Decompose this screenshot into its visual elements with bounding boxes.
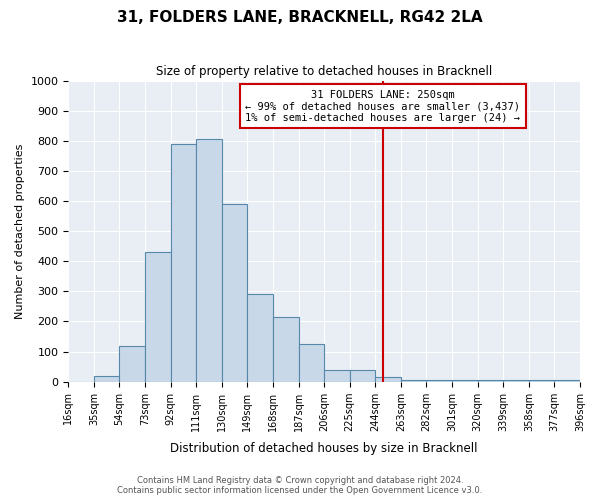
- Bar: [196, 140, 222, 382]
- Bar: [324, 370, 350, 382]
- Bar: [529, 380, 554, 382]
- Bar: [94, 376, 119, 382]
- X-axis label: Distribution of detached houses by size in Bracknell: Distribution of detached houses by size …: [170, 442, 478, 455]
- Bar: [350, 370, 376, 382]
- Bar: [554, 380, 580, 382]
- Bar: [273, 317, 299, 382]
- Bar: [401, 380, 427, 382]
- Text: Contains HM Land Registry data © Crown copyright and database right 2024.
Contai: Contains HM Land Registry data © Crown c…: [118, 476, 482, 495]
- Bar: [247, 294, 273, 382]
- Bar: [222, 204, 247, 382]
- Bar: [170, 144, 196, 382]
- Bar: [119, 346, 145, 382]
- Bar: [299, 344, 324, 382]
- Y-axis label: Number of detached properties: Number of detached properties: [15, 144, 25, 319]
- Text: 31, FOLDERS LANE, BRACKNELL, RG42 2LA: 31, FOLDERS LANE, BRACKNELL, RG42 2LA: [117, 10, 483, 25]
- Bar: [145, 252, 170, 382]
- Bar: [376, 377, 401, 382]
- Bar: [503, 380, 529, 382]
- Bar: [452, 380, 478, 382]
- Bar: [427, 380, 452, 382]
- Text: 31 FOLDERS LANE: 250sqm
← 99% of detached houses are smaller (3,437)
1% of semi-: 31 FOLDERS LANE: 250sqm ← 99% of detache…: [245, 90, 520, 123]
- Title: Size of property relative to detached houses in Bracknell: Size of property relative to detached ho…: [156, 65, 492, 78]
- Bar: [478, 380, 503, 382]
